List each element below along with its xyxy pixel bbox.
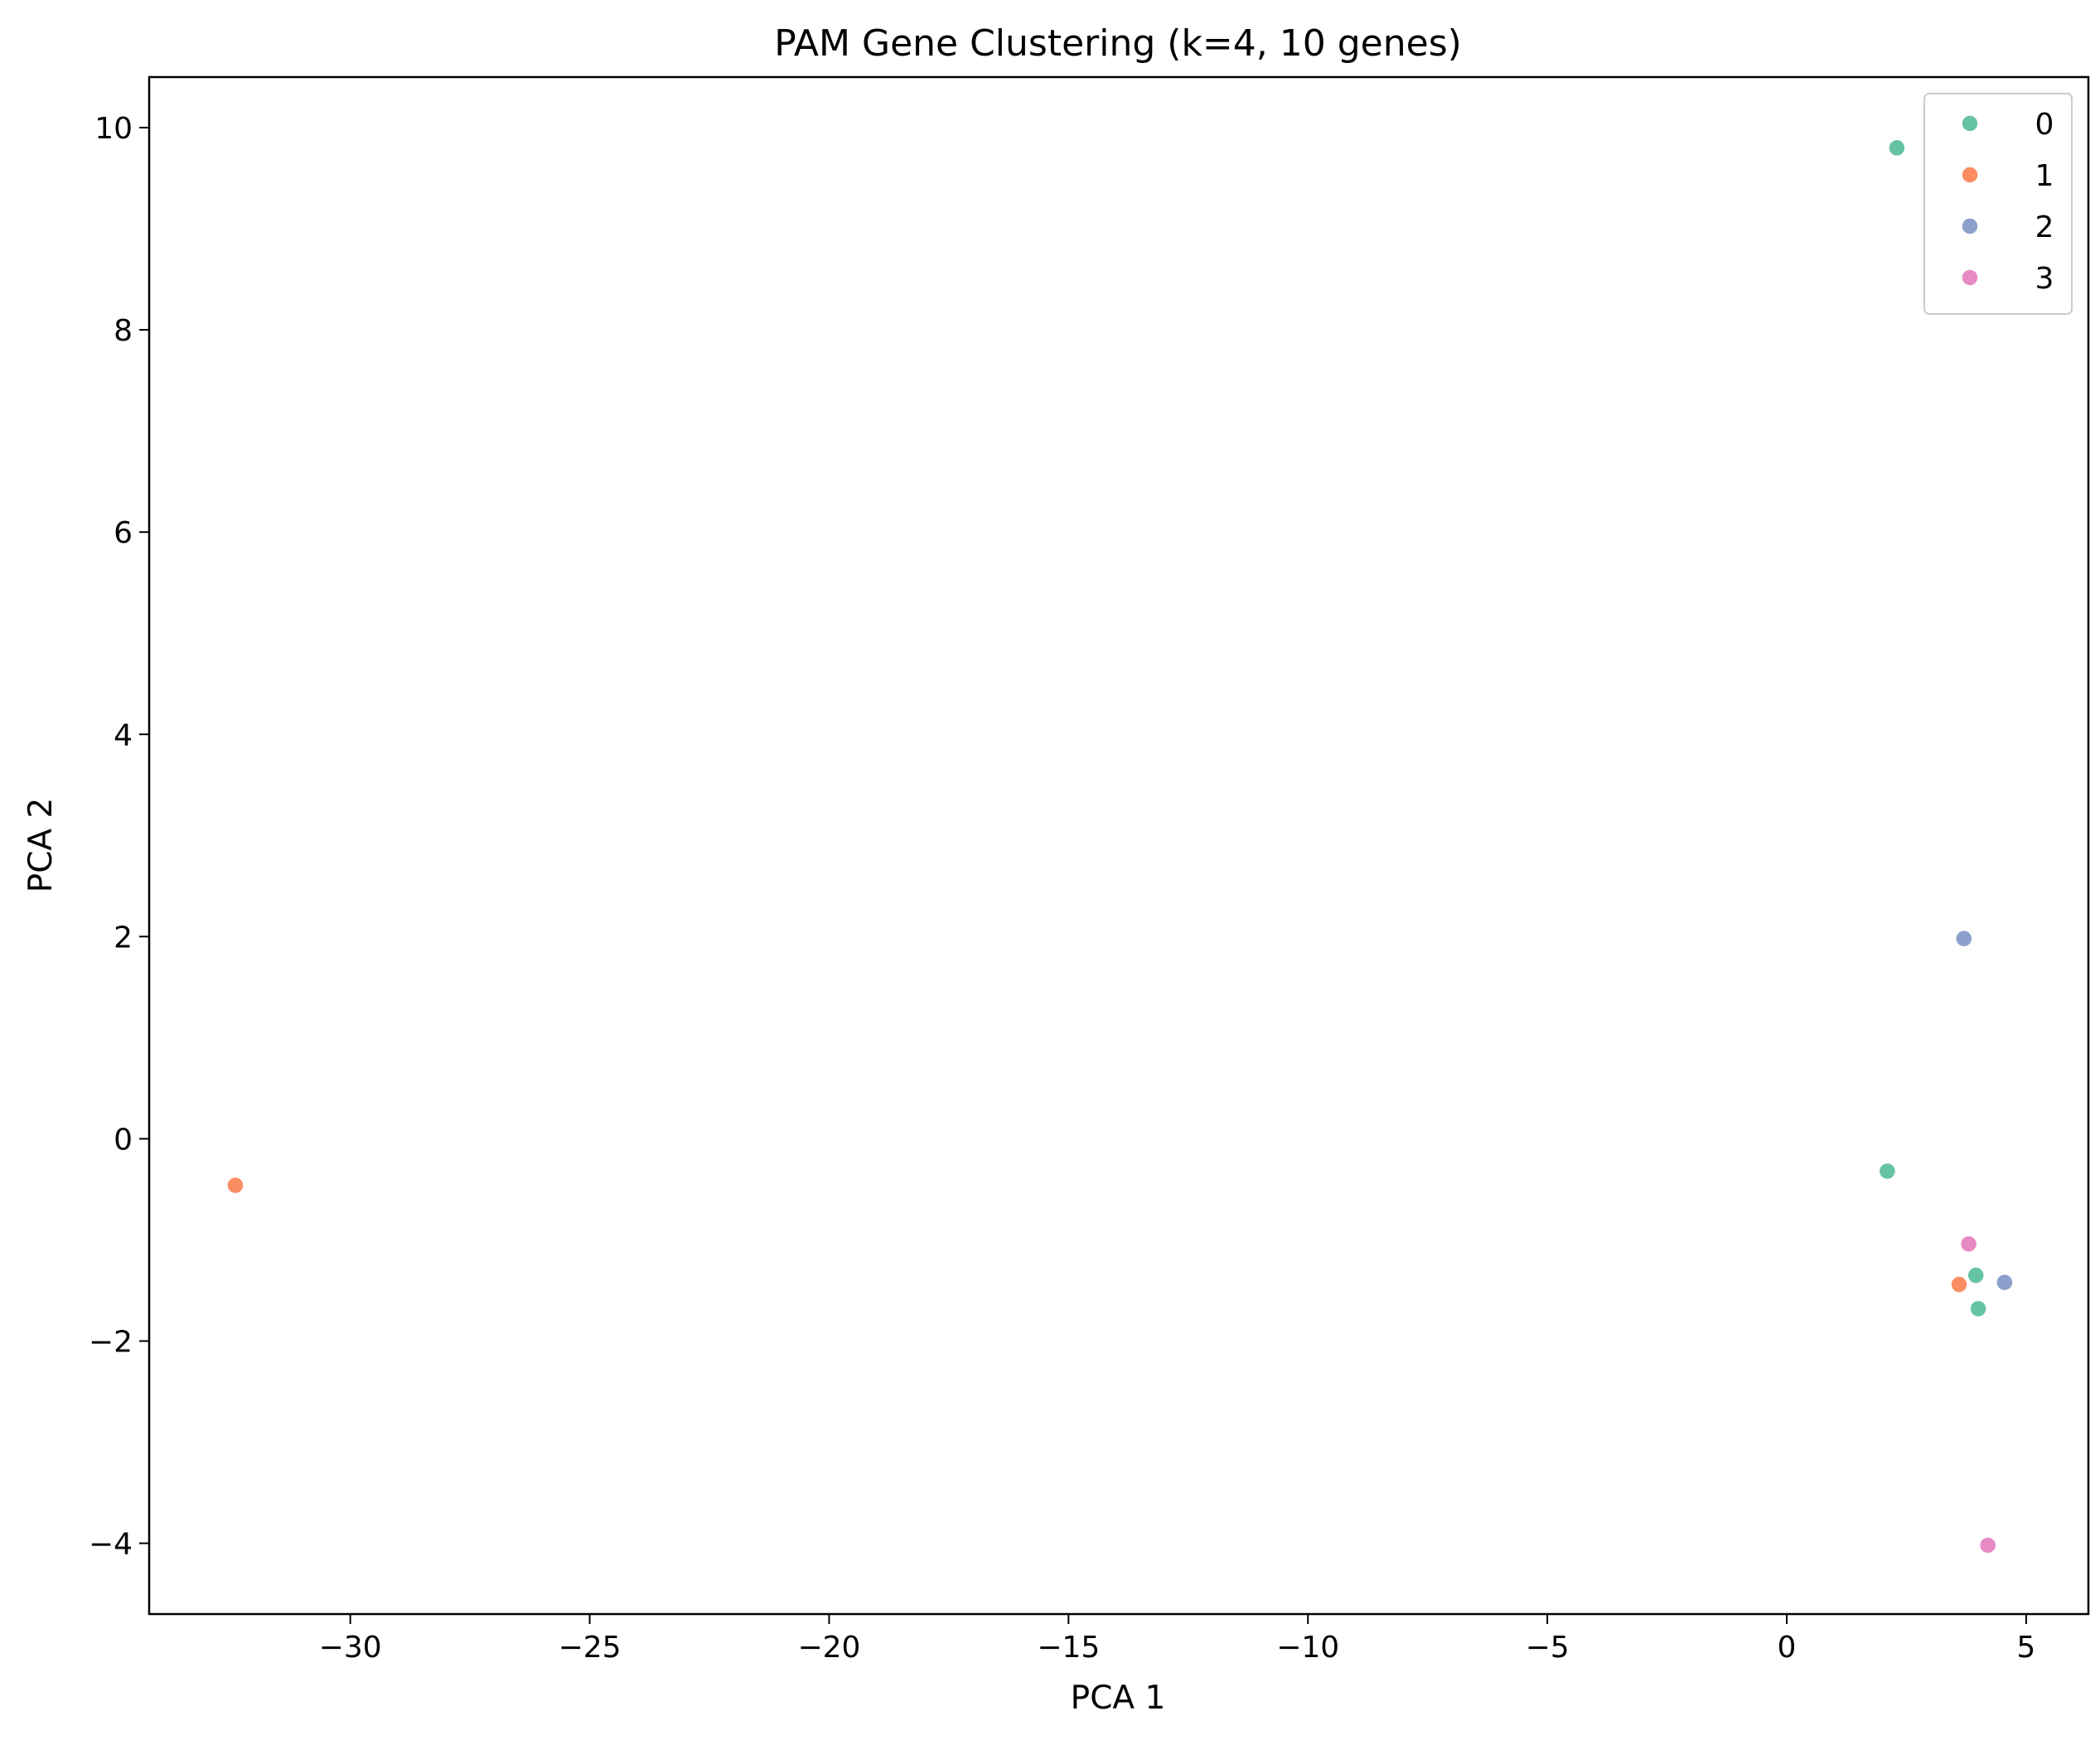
x-tick-label: −15: [1037, 1631, 1100, 1665]
plot-frame: [148, 75, 2090, 1616]
y-tick-label: 2: [114, 921, 133, 955]
data-points: [226, 138, 2014, 1554]
x-tick-label: 5: [2016, 1631, 2035, 1665]
data-point-cluster-1: [226, 1176, 244, 1195]
data-point-cluster-0: [1878, 1162, 1897, 1181]
data-point-cluster-2: [1955, 930, 1973, 948]
legend-label: 2: [2035, 210, 2054, 244]
data-point-cluster-0: [1969, 1299, 1987, 1318]
legend-marker: [1961, 268, 1979, 287]
y-axis-label: PCA 2: [22, 798, 60, 893]
legend-label: 3: [2035, 262, 2054, 296]
x-tick-label: −30: [319, 1631, 382, 1665]
data-point-cluster-3: [1978, 1536, 1997, 1554]
legend-marker: [1961, 166, 1979, 184]
data-point-cluster-1: [1950, 1275, 1968, 1293]
y-tick-label: 8: [114, 314, 133, 348]
x-tick-label: −10: [1276, 1631, 1339, 1665]
chart-title: PAM Gene Clustering (k=4, 10 genes): [774, 22, 1462, 65]
data-point-cluster-0: [1967, 1266, 1985, 1284]
legend: 0 1 2 3: [1923, 93, 2073, 315]
x-tick-label: −20: [797, 1631, 860, 1665]
x-tick-label: 0: [1778, 1631, 1797, 1665]
data-point-cluster-3: [1959, 1235, 1978, 1254]
y-axis: −4 −2 0 2 4 6 8 10: [89, 112, 149, 1562]
x-tick-label: −25: [559, 1631, 622, 1665]
data-point-cluster-2: [1996, 1273, 2014, 1292]
legend-marker: [1961, 114, 1979, 133]
y-tick-label: 10: [94, 112, 133, 146]
y-tick-label: −2: [89, 1325, 133, 1359]
x-tick-label: −5: [1526, 1631, 1570, 1665]
legend-frame: [1923, 93, 2073, 315]
data-point-cluster-0: [1888, 138, 1906, 157]
legend-label: 1: [2035, 159, 2054, 193]
y-tick-label: 6: [114, 516, 133, 550]
plot-area: [148, 75, 2090, 1616]
x-axis: −30 −25 −20 −15 −10 −5 0 5: [319, 1614, 2035, 1665]
legend-label: 0: [2035, 108, 2054, 142]
x-axis-label: PCA 1: [1071, 1680, 1166, 1717]
y-tick-label: 0: [114, 1123, 133, 1157]
legend-marker: [1961, 217, 1979, 235]
y-tick-label: −4: [89, 1528, 133, 1562]
y-tick-label: 4: [114, 718, 133, 752]
